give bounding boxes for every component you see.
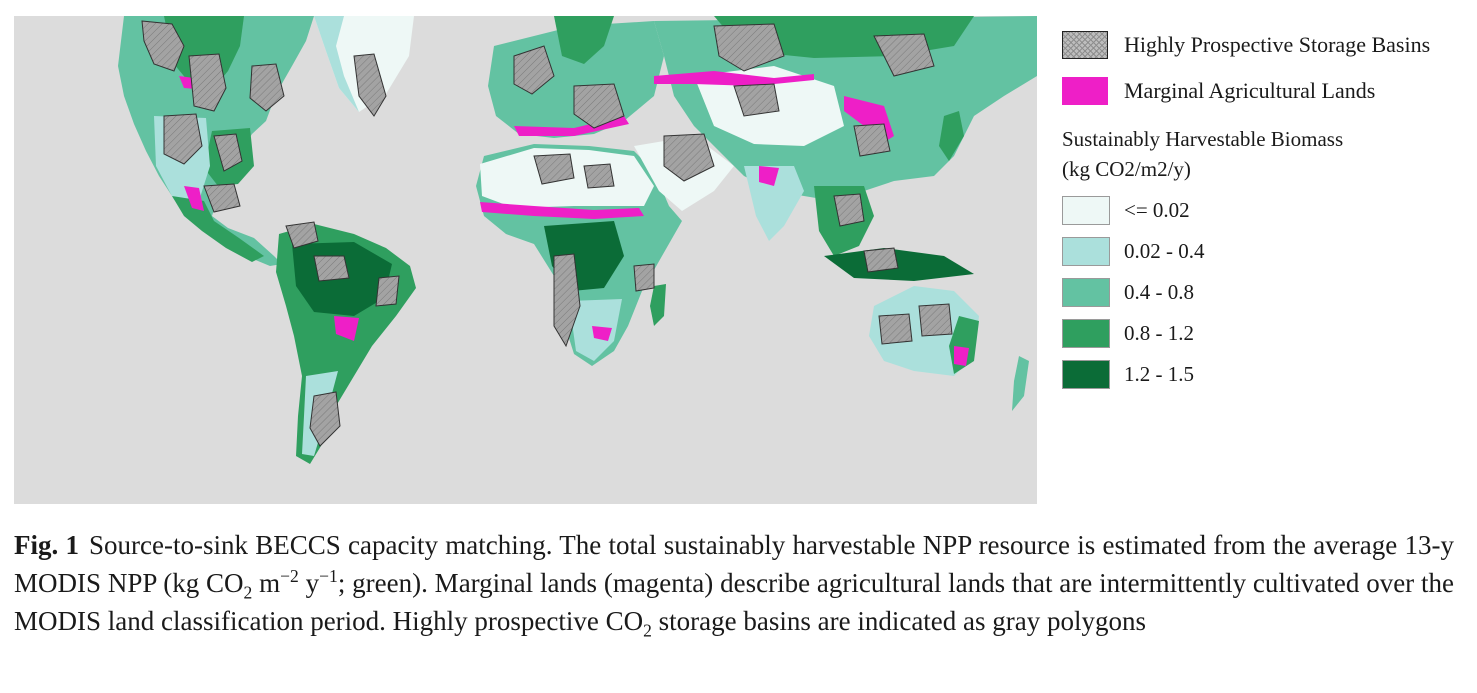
land-scandinavia xyxy=(554,16,614,64)
basin-middle-east xyxy=(663,133,715,182)
basin-china xyxy=(853,123,891,157)
figure-caption: Fig. 1 Source-to-sink BECCS capacity matc… xyxy=(14,526,1454,640)
basin-label: Highly Prospective Storage Basins xyxy=(1124,32,1431,57)
basin-east-africa xyxy=(633,263,655,292)
biomass-class-3: 0.4 - 0.8 xyxy=(1062,272,1472,313)
marginal-label: Marginal Agricultural Lands xyxy=(1124,78,1376,103)
basin-greenland-west xyxy=(353,53,387,117)
biomass-label-5: 1.2 - 1.5 xyxy=(1124,362,1194,386)
marginal-mexico xyxy=(184,186,204,211)
marginal-russia xyxy=(654,71,814,86)
biomass-legend-title: Sustainably Harvestable Biomass (kg CO2/… xyxy=(1062,124,1472,184)
basin-russia-west xyxy=(573,83,625,129)
land-new-zealand xyxy=(1012,356,1029,411)
biomass-class-4: 0.8 - 1.2 xyxy=(1062,313,1472,354)
marginal-india xyxy=(759,166,779,186)
caption-text-2: m xyxy=(252,568,281,598)
basin-australia-central xyxy=(918,303,953,337)
basin-southeast-asia xyxy=(833,193,865,227)
caption-sub-2: 2 xyxy=(643,620,652,641)
world-map-svg xyxy=(14,16,1037,504)
marginal-europe xyxy=(514,116,629,136)
basin-gulf xyxy=(203,183,241,213)
map-legend: Highly Prospective Storage Basins Margin… xyxy=(1062,22,1472,395)
biomass-swatch-2 xyxy=(1062,237,1110,266)
caption-text-5: storage basins are indicated as gray pol… xyxy=(651,606,1147,636)
legend-item-marginal: Marginal Agricultural Lands xyxy=(1062,68,1472,114)
land-india xyxy=(744,166,804,241)
biomass-label-3: 0.4 - 0.8 xyxy=(1124,280,1194,304)
biomass-label-4: 0.8 - 1.2 xyxy=(1124,321,1194,345)
biomass-class-2: 0.02 - 0.4 xyxy=(1062,231,1472,272)
biomass-swatch-4 xyxy=(1062,319,1110,348)
biomass-label-2: 0.02 - 0.4 xyxy=(1124,239,1205,263)
basin-east-siberia xyxy=(873,33,935,77)
biomass-class-5: 1.2 - 1.5 xyxy=(1062,354,1472,395)
basin-brazil-coast xyxy=(375,275,400,307)
basin-australia-west xyxy=(878,313,913,345)
caption-sub-1: 2 xyxy=(243,582,253,603)
marginal-sahel xyxy=(480,202,644,219)
basin-swatch xyxy=(1062,31,1108,59)
basin-libya xyxy=(583,163,615,189)
caption-sup-2: −1 xyxy=(319,566,338,586)
biomass-title-line1: Sustainably Harvestable Biomass xyxy=(1062,127,1344,151)
biomass-title-line2: (kg CO2/m2/y) xyxy=(1062,157,1191,181)
basin-north-sea xyxy=(513,45,555,95)
land-indonesia xyxy=(824,248,974,281)
marginal-brazil xyxy=(334,316,359,341)
marginal-lands-layer xyxy=(179,71,969,366)
world-map xyxy=(14,16,1037,504)
biomass-swatch-3 xyxy=(1062,278,1110,307)
basin-us-plains xyxy=(163,113,203,165)
basin-central-asia xyxy=(733,83,780,117)
marginal-swatch xyxy=(1062,77,1108,105)
caption-sup-1: −2 xyxy=(280,566,299,586)
marginal-australia xyxy=(954,346,969,366)
marginal-southern-africa xyxy=(592,326,612,341)
basin-argentina xyxy=(309,391,341,447)
legend-item-basins: Highly Prospective Storage Basins xyxy=(1062,22,1472,68)
basin-amazon xyxy=(313,255,350,282)
land-greenland-coast xyxy=(314,16,359,112)
land-mexico xyxy=(172,196,264,262)
storage-basins-layer xyxy=(141,20,953,447)
biomass-swatch-5 xyxy=(1062,360,1110,389)
biomass-label-1: <= 0.02 xyxy=(1124,198,1190,222)
biomass-class-1: <= 0.02 xyxy=(1062,190,1472,231)
land-north-america-west xyxy=(164,16,244,88)
basin-west-africa xyxy=(553,253,581,348)
land-japan xyxy=(939,111,964,161)
land-madagascar xyxy=(650,284,666,326)
basin-indonesia xyxy=(863,247,899,273)
basin-us-east xyxy=(213,133,243,172)
biomass-swatch-1 xyxy=(1062,196,1110,225)
figure-label: Fig. 1 xyxy=(14,530,80,560)
basin-canada-west xyxy=(188,53,227,112)
caption-text-1: Source-to-sink BECCS capacity matching. … xyxy=(14,530,1454,598)
basin-alaska xyxy=(141,20,185,72)
basin-hudson xyxy=(249,63,285,112)
basin-venezuela xyxy=(285,221,319,249)
caption-text-4: ; green). Marginal lands (magenta) descr… xyxy=(14,568,1454,636)
caption-text-3: y xyxy=(298,568,320,598)
basin-west-siberia xyxy=(713,23,785,72)
basin-north-africa xyxy=(533,153,575,185)
